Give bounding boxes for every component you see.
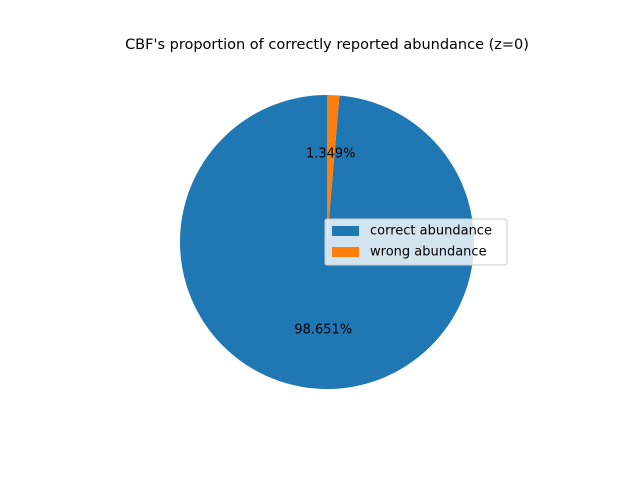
chart-title: CBF's proportion of correctly reported a… xyxy=(125,37,529,53)
pie-slice-wrong-abundance xyxy=(327,95,340,242)
pie-percent-label: 1.349% xyxy=(306,146,356,161)
legend-frame xyxy=(324,218,508,266)
legend-label: correct abundance xyxy=(370,224,492,239)
legend-swatch xyxy=(332,226,359,236)
legend: correct abundance wrong abundance xyxy=(324,218,508,266)
pie-percent-labels: 98.651% 1.349% xyxy=(294,146,355,337)
legend-items: correct abundance wrong abundance xyxy=(332,224,492,260)
pie-percent-label: 98.651% xyxy=(294,323,352,338)
legend-label: wrong abundance xyxy=(370,245,487,260)
legend-swatch xyxy=(332,247,359,257)
